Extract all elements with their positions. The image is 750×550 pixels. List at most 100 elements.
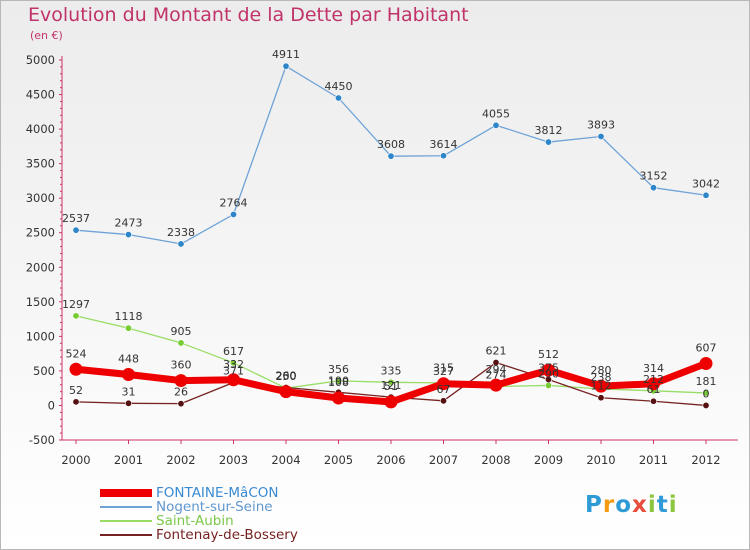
data-label-nogent-sur-seine: 4450: [325, 80, 353, 93]
data-label-saint-aubin: 181: [696, 375, 717, 388]
data-point-fontaine-m-con: [122, 368, 135, 382]
data-label-nogent-sur-seine: 3893: [587, 118, 615, 131]
data-label-fontenay-de-bossery: 371: [223, 365, 244, 378]
data-label-saint-aubin: 238: [591, 371, 612, 384]
data-label-nogent-sur-seine: 2764: [220, 196, 248, 209]
logo-letter: i: [668, 492, 678, 518]
data-label-saint-aubin: 274: [486, 369, 507, 382]
data-label-saint-aubin: 1297: [62, 298, 90, 311]
data-point-nogent-sur-seine: [282, 62, 290, 70]
data-point-saint-aubin: [544, 381, 552, 389]
data-label-saint-aubin: 617: [223, 345, 244, 358]
data-label-fontaine-m-con: 200: [276, 370, 297, 383]
legend-label: FONTAINE-MâCON: [156, 485, 279, 501]
data-label-fontaine-m-con: 294: [486, 363, 507, 376]
data-point-nogent-sur-seine: [544, 138, 552, 146]
data-point-saint-aubin: [230, 359, 238, 367]
data-point-nogent-sur-seine: [230, 210, 238, 218]
data-label-nogent-sur-seine: 2338: [167, 226, 195, 239]
data-point-nogent-sur-seine: [387, 152, 395, 160]
data-label-fontenay-de-bossery: 52: [69, 384, 83, 397]
x-tick-label: 2002: [166, 453, 195, 467]
data-label-fontaine-m-con: 607: [696, 342, 717, 355]
data-label-fontaine-m-con: 512: [538, 348, 559, 361]
y-tick-label: 1000: [26, 329, 55, 343]
data-point-fontaine-m-con: [542, 363, 555, 377]
data-label-fontaine-m-con: 332: [223, 358, 244, 371]
data-label-fontaine-m-con: 524: [66, 347, 87, 360]
data-label-fontaine-m-con: 314: [643, 362, 664, 375]
data-label-fontaine-m-con: 280: [591, 364, 612, 377]
x-tick-label: 2000: [61, 453, 90, 467]
data-label-fontaine-m-con: 51: [384, 380, 398, 393]
legend-item-nogent-sur-seine: Nogent-sur-Seine: [100, 500, 298, 514]
x-tick-label: 2012: [691, 453, 720, 467]
chart-title: Evolution du Montant de la Dette par Hab…: [28, 4, 469, 26]
y-tick-label: 2000: [26, 260, 55, 274]
y-tick-label: 5000: [26, 53, 55, 67]
data-label-fontenay-de-bossery: 0: [703, 387, 710, 400]
data-label-fontenay-de-bossery: 67: [437, 383, 451, 396]
data-point-nogent-sur-seine: [125, 231, 133, 239]
data-label-fontenay-de-bossery: 31: [122, 385, 136, 398]
data-point-fontenay-de-bossery: [702, 401, 710, 409]
data-label-nogent-sur-seine: 2473: [115, 217, 143, 230]
data-label-nogent-sur-seine: 3812: [535, 124, 563, 137]
data-label-saint-aubin: 905: [171, 325, 192, 338]
data-point-fontaine-m-con: [384, 395, 398, 409]
data-point-saint-aubin: [125, 324, 133, 332]
legend-swatch: [100, 520, 152, 522]
data-point-fontaine-m-con: [489, 378, 503, 392]
data-point-saint-aubin: [334, 377, 342, 385]
data-point-fontaine-m-con: [699, 357, 713, 371]
data-point-nogent-sur-seine: [439, 152, 447, 160]
data-point-nogent-sur-seine: [649, 184, 657, 192]
x-tick-label: 2006: [376, 453, 405, 467]
data-label-saint-aubin: 212: [643, 373, 664, 386]
unit-label: (en €): [30, 29, 63, 42]
data-label-fontenay-de-bossery: 26: [174, 386, 188, 399]
legend-item-fontenay-de-bossery: Fontenay-de-Bossery: [100, 528, 298, 542]
data-label-saint-aubin: 327: [433, 365, 454, 378]
x-tick-label: 2010: [586, 453, 615, 467]
data-label-fontaine-m-con: 315: [433, 362, 454, 375]
data-point-fontaine-m-con: [647, 377, 660, 391]
data-point-nogent-sur-seine: [177, 240, 185, 248]
data-point-nogent-sur-seine: [334, 94, 342, 102]
data-point-fontenay-de-bossery: [492, 359, 500, 367]
logo-letter: r: [602, 492, 616, 518]
legend-swatch: [100, 534, 152, 536]
y-tick-label: 1500: [26, 295, 55, 309]
y-tick-label: 500: [33, 364, 55, 378]
data-point-saint-aubin: [177, 339, 185, 347]
legend-label: Fontenay-de-Bossery: [156, 527, 298, 543]
x-tick-label: 2001: [114, 453, 143, 467]
logo-letter: P: [585, 492, 603, 518]
data-label-fontenay-de-bossery: 190: [328, 374, 349, 387]
data-label-nogent-sur-seine: 3152: [640, 170, 668, 183]
data-label-nogent-sur-seine: 3608: [377, 138, 405, 151]
data-label-fontenay-de-bossery: 112: [591, 380, 612, 393]
data-point-saint-aubin: [72, 312, 80, 320]
data-point-fontaine-m-con: [437, 377, 450, 391]
data-point-nogent-sur-seine: [597, 132, 605, 140]
x-tick-label: 2007: [429, 453, 458, 467]
data-label-saint-aubin: 250: [276, 370, 297, 383]
y-tick-label: 3500: [26, 157, 55, 171]
data-label-fontenay-de-bossery: 621: [486, 345, 507, 358]
legend-label: Saint-Aubin: [156, 513, 234, 529]
x-tick-label: 2005: [324, 453, 353, 467]
legend-item-fontaine-m-con: FONTAINE-MâCON: [100, 486, 298, 500]
logo-letter: i: [647, 492, 657, 518]
y-tick-label: -500: [29, 433, 55, 447]
legend-swatch: [100, 506, 152, 508]
logo-letter: o: [615, 492, 633, 518]
data-point-nogent-sur-seine: [72, 226, 80, 234]
data-label-fontaine-m-con: 448: [118, 353, 139, 366]
data-point-fontaine-m-con: [279, 385, 293, 399]
legend-label: Nogent-sur-Seine: [156, 499, 273, 515]
y-tick-label: 4500: [26, 88, 55, 102]
x-tick-label: 2003: [219, 453, 248, 467]
y-tick-label: 0: [48, 398, 55, 412]
